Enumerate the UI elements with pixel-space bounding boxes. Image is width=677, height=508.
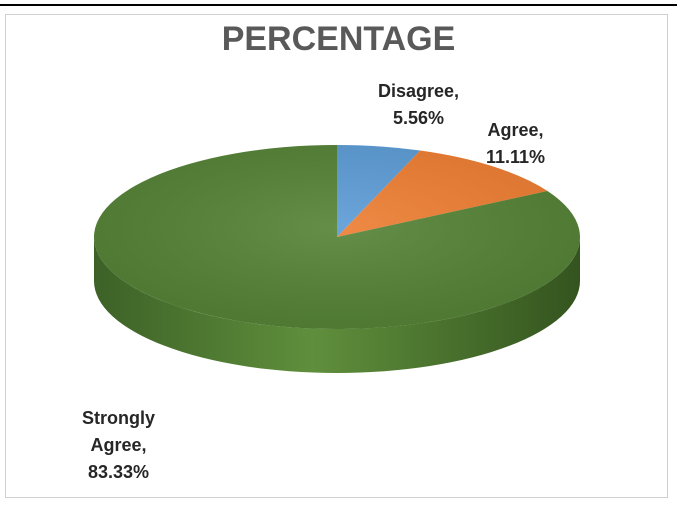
data-label-agree: Agree, 11.11% xyxy=(486,120,546,167)
data-label-disagree: Disagree, 5.56% xyxy=(378,81,460,128)
pie-side-strongly-agree xyxy=(94,237,580,373)
chart-title: PERCENTAGE xyxy=(221,20,456,58)
pie-side xyxy=(94,237,580,373)
data-label-strongly-agree: Strongly Agree, 83.33% xyxy=(82,408,156,482)
pie-sheen xyxy=(94,145,580,329)
top-border-line xyxy=(0,4,677,6)
